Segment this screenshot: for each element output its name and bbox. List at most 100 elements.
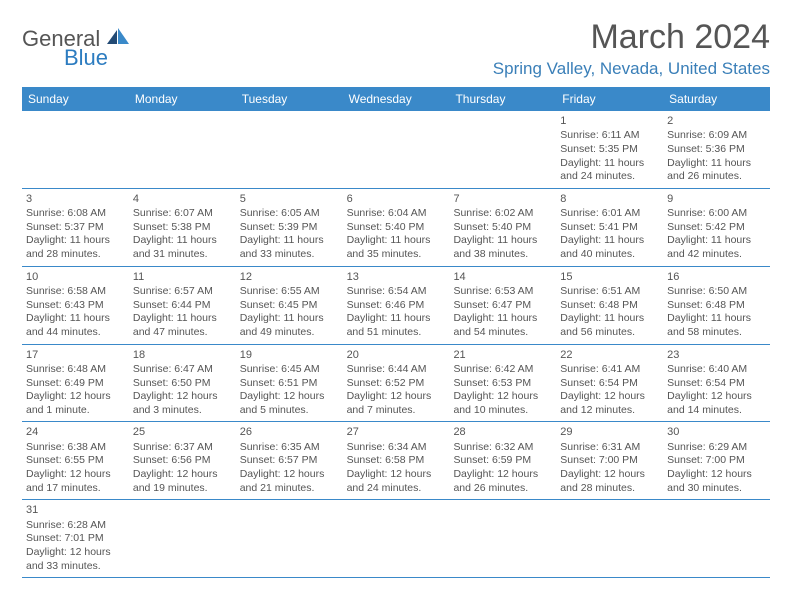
sunset-text: Sunset: 6:43 PM [26, 299, 125, 313]
calendar-week-row: 3Sunrise: 6:08 AMSunset: 5:37 PMDaylight… [22, 189, 770, 267]
calendar-day-cell: 10Sunrise: 6:58 AMSunset: 6:43 PMDayligh… [22, 267, 129, 344]
day-number: 3 [26, 192, 125, 206]
sunrise-text: Sunrise: 6:04 AM [347, 207, 446, 221]
daylight-text: and 33 minutes. [26, 560, 125, 574]
logo-blue: Blue [64, 47, 129, 69]
calendar-day-cell [343, 500, 450, 577]
day-number: 14 [453, 270, 552, 284]
weekday-header: Saturday [663, 87, 770, 111]
sunset-text: Sunset: 6:51 PM [240, 377, 339, 391]
calendar-day-cell: 1Sunrise: 6:11 AMSunset: 5:35 PMDaylight… [556, 111, 663, 188]
calendar-day-cell: 9Sunrise: 6:00 AMSunset: 5:42 PMDaylight… [663, 189, 770, 266]
day-number: 2 [667, 114, 766, 128]
daylight-text: Daylight: 12 hours [560, 468, 659, 482]
daylight-text: Daylight: 12 hours [667, 390, 766, 404]
daylight-text: and 3 minutes. [133, 404, 232, 418]
daylight-text: and 31 minutes. [133, 248, 232, 262]
calendar-day-cell: 6Sunrise: 6:04 AMSunset: 5:40 PMDaylight… [343, 189, 450, 266]
sunset-text: Sunset: 6:49 PM [26, 377, 125, 391]
daylight-text: and 54 minutes. [453, 326, 552, 340]
sunset-text: Sunset: 6:48 PM [667, 299, 766, 313]
daylight-text: Daylight: 11 hours [667, 157, 766, 171]
sunrise-text: Sunrise: 6:01 AM [560, 207, 659, 221]
sunset-text: Sunset: 6:45 PM [240, 299, 339, 313]
daylight-text: and 17 minutes. [26, 482, 125, 496]
sunrise-text: Sunrise: 6:42 AM [453, 363, 552, 377]
day-number: 11 [133, 270, 232, 284]
calendar-day-cell: 14Sunrise: 6:53 AMSunset: 6:47 PMDayligh… [449, 267, 556, 344]
daylight-text: Daylight: 11 hours [347, 312, 446, 326]
calendar-day-cell: 18Sunrise: 6:47 AMSunset: 6:50 PMDayligh… [129, 345, 236, 422]
daylight-text: Daylight: 11 hours [133, 234, 232, 248]
sunset-text: Sunset: 7:00 PM [667, 454, 766, 468]
day-number: 17 [26, 348, 125, 362]
sunset-text: Sunset: 5:37 PM [26, 221, 125, 235]
daylight-text: Daylight: 12 hours [240, 390, 339, 404]
sunrise-text: Sunrise: 6:53 AM [453, 285, 552, 299]
daylight-text: and 10 minutes. [453, 404, 552, 418]
daylight-text: and 38 minutes. [453, 248, 552, 262]
sunrise-text: Sunrise: 6:29 AM [667, 441, 766, 455]
daylight-text: and 1 minute. [26, 404, 125, 418]
daylight-text: and 56 minutes. [560, 326, 659, 340]
sunset-text: Sunset: 7:00 PM [560, 454, 659, 468]
sunrise-text: Sunrise: 6:50 AM [667, 285, 766, 299]
day-number: 26 [240, 425, 339, 439]
day-number: 28 [453, 425, 552, 439]
day-number: 13 [347, 270, 446, 284]
daylight-text: Daylight: 12 hours [240, 468, 339, 482]
sunset-text: Sunset: 5:40 PM [347, 221, 446, 235]
daylight-text: Daylight: 12 hours [347, 468, 446, 482]
calendar-day-cell: 25Sunrise: 6:37 AMSunset: 6:56 PMDayligh… [129, 422, 236, 499]
calendar-day-cell [129, 111, 236, 188]
calendar-day-cell: 16Sunrise: 6:50 AMSunset: 6:48 PMDayligh… [663, 267, 770, 344]
sunrise-text: Sunrise: 6:48 AM [26, 363, 125, 377]
daylight-text: and 47 minutes. [133, 326, 232, 340]
sunset-text: Sunset: 5:41 PM [560, 221, 659, 235]
sunset-text: Sunset: 5:36 PM [667, 143, 766, 157]
sunrise-text: Sunrise: 6:38 AM [26, 441, 125, 455]
day-number: 21 [453, 348, 552, 362]
sunrise-text: Sunrise: 6:54 AM [347, 285, 446, 299]
day-number: 10 [26, 270, 125, 284]
sunset-text: Sunset: 6:56 PM [133, 454, 232, 468]
calendar-day-cell: 31Sunrise: 6:28 AMSunset: 7:01 PMDayligh… [22, 500, 129, 577]
day-number: 18 [133, 348, 232, 362]
daylight-text: Daylight: 12 hours [453, 468, 552, 482]
sunset-text: Sunset: 6:58 PM [347, 454, 446, 468]
calendar-week-row: 31Sunrise: 6:28 AMSunset: 7:01 PMDayligh… [22, 500, 770, 578]
sunset-text: Sunset: 6:50 PM [133, 377, 232, 391]
daylight-text: and 33 minutes. [240, 248, 339, 262]
daylight-text: and 28 minutes. [560, 482, 659, 496]
day-number: 25 [133, 425, 232, 439]
day-number: 27 [347, 425, 446, 439]
daylight-text: and 7 minutes. [347, 404, 446, 418]
sunrise-text: Sunrise: 6:02 AM [453, 207, 552, 221]
calendar-week-row: 17Sunrise: 6:48 AMSunset: 6:49 PM Dayligh… [22, 345, 770, 423]
calendar-week-row: 10Sunrise: 6:58 AMSunset: 6:43 PMDayligh… [22, 267, 770, 345]
calendar-day-cell [236, 111, 343, 188]
calendar-day-cell: 29Sunrise: 6:31 AMSunset: 7:00 PMDayligh… [556, 422, 663, 499]
sunset-text: Sunset: 6:44 PM [133, 299, 232, 313]
daylight-text: Daylight: 11 hours [347, 234, 446, 248]
daylight-text: Daylight: 11 hours [133, 312, 232, 326]
calendar-week-row: 24Sunrise: 6:38 AMSunset: 6:55 PMDayligh… [22, 422, 770, 500]
daylight-text: Daylight: 12 hours [667, 468, 766, 482]
calendar-day-cell: 24Sunrise: 6:38 AMSunset: 6:55 PMDayligh… [22, 422, 129, 499]
daylight-text: Daylight: 11 hours [667, 234, 766, 248]
daylight-text: Daylight: 11 hours [560, 157, 659, 171]
day-number: 6 [347, 192, 446, 206]
daylight-text: Daylight: 11 hours [560, 234, 659, 248]
location: Spring Valley, Nevada, United States [493, 59, 770, 79]
day-number: 5 [240, 192, 339, 206]
daylight-text: and 42 minutes. [667, 248, 766, 262]
sunrise-text: Sunrise: 6:07 AM [133, 207, 232, 221]
daylight-text: Daylight: 11 hours [453, 312, 552, 326]
sunset-text: Sunset: 5:35 PM [560, 143, 659, 157]
sunrise-text: Sunrise: 6:00 AM [667, 207, 766, 221]
daylight-text: Daylight: 12 hours [560, 390, 659, 404]
daylight-text: Daylight: 11 hours [560, 312, 659, 326]
calendar-day-cell: 5Sunrise: 6:05 AMSunset: 5:39 PMDaylight… [236, 189, 343, 266]
calendar-day-cell [556, 500, 663, 577]
daylight-text: Daylight: 11 hours [26, 312, 125, 326]
